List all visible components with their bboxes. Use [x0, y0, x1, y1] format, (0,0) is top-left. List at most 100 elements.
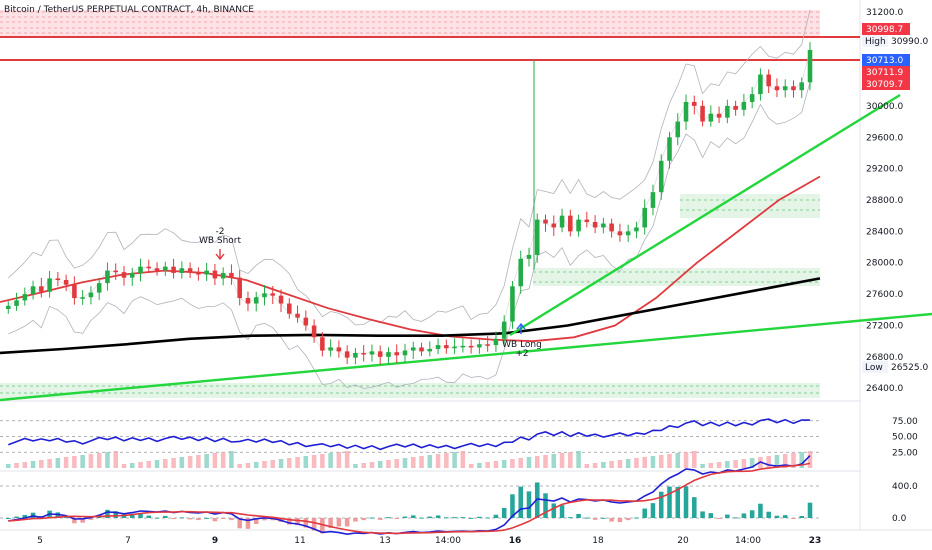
candle[interactable] — [179, 268, 185, 273]
candle[interactable] — [782, 86, 788, 91]
candle[interactable] — [568, 215, 573, 232]
candle[interactable] — [328, 347, 333, 351]
candle[interactable] — [113, 270, 118, 273]
candle[interactable] — [30, 286, 36, 295]
candle[interactable] — [253, 297, 259, 304]
candle[interactable] — [377, 351, 383, 357]
candle[interactable] — [154, 268, 160, 271]
candle[interactable] — [270, 293, 276, 296]
candle[interactable] — [634, 227, 639, 232]
candle[interactable] — [320, 337, 325, 351]
candle[interactable] — [6, 305, 11, 310]
candle[interactable] — [435, 345, 441, 350]
candle[interactable] — [212, 270, 218, 279]
candle[interactable] — [80, 297, 85, 299]
candle[interactable] — [493, 338, 499, 346]
candle[interactable] — [303, 317, 309, 326]
candle[interactable] — [716, 113, 722, 118]
candle[interactable] — [105, 270, 110, 284]
candle[interactable] — [237, 277, 242, 299]
candle[interactable] — [807, 49, 813, 83]
candle[interactable] — [121, 272, 127, 278]
candle[interactable] — [163, 266, 168, 271]
candle[interactable] — [584, 219, 590, 222]
candle[interactable] — [171, 266, 176, 273]
candle[interactable] — [675, 121, 681, 138]
candle[interactable] — [229, 272, 234, 278]
candle[interactable] — [650, 192, 656, 208]
candle[interactable] — [625, 231, 631, 236]
candle[interactable] — [518, 258, 523, 287]
candle[interactable] — [683, 101, 689, 122]
candle[interactable] — [72, 284, 77, 299]
candle[interactable] — [386, 352, 391, 357]
candle[interactable] — [39, 286, 44, 292]
candle[interactable] — [658, 160, 664, 193]
candle[interactable] — [187, 268, 193, 273]
candle[interactable] — [419, 347, 424, 352]
candle[interactable] — [692, 101, 697, 106]
price-tag-box — [862, 54, 910, 66]
candle[interactable] — [601, 223, 606, 228]
candle[interactable] — [336, 347, 342, 352]
candle[interactable] — [196, 272, 201, 275]
candle[interactable] — [617, 231, 623, 236]
candle[interactable] — [468, 345, 474, 348]
candle[interactable] — [774, 86, 780, 91]
candle[interactable] — [667, 137, 672, 161]
candle[interactable] — [700, 105, 705, 122]
candle[interactable] — [344, 351, 350, 358]
candle[interactable] — [460, 345, 466, 348]
candle[interactable] — [543, 219, 548, 224]
candle[interactable] — [311, 325, 317, 338]
candle[interactable] — [741, 101, 747, 110]
candle[interactable] — [733, 105, 738, 110]
candle[interactable] — [63, 280, 69, 285]
candle[interactable] — [551, 223, 557, 228]
candle[interactable] — [559, 215, 565, 228]
candle[interactable] — [14, 300, 19, 306]
candle[interactable] — [361, 352, 366, 355]
candle[interactable] — [766, 74, 771, 87]
candle[interactable] — [278, 295, 284, 304]
candle[interactable] — [642, 207, 647, 228]
candle[interactable] — [88, 292, 94, 298]
candle[interactable] — [220, 272, 226, 279]
candle[interactable] — [749, 94, 755, 102]
candle[interactable] — [791, 86, 796, 91]
candle[interactable] — [758, 74, 763, 95]
candle[interactable] — [245, 298, 251, 304]
candle[interactable] — [204, 270, 209, 275]
candle[interactable] — [369, 351, 375, 355]
candle[interactable] — [592, 221, 598, 228]
candle[interactable] — [452, 346, 457, 349]
candle[interactable] — [129, 272, 135, 278]
candle[interactable] — [427, 349, 433, 352]
candle[interactable] — [485, 344, 490, 346]
candle[interactable] — [799, 82, 805, 91]
candle[interactable] — [295, 313, 300, 318]
candle[interactable] — [138, 266, 143, 273]
candle[interactable] — [526, 254, 532, 259]
candle[interactable] — [411, 347, 416, 351]
candle[interactable] — [501, 321, 507, 339]
candle[interactable] — [146, 266, 152, 269]
candle[interactable] — [534, 219, 540, 255]
candle[interactable] — [576, 219, 581, 232]
candle[interactable] — [96, 283, 102, 293]
candle[interactable] — [55, 278, 61, 280]
candle[interactable] — [444, 345, 449, 349]
candle[interactable] — [725, 105, 730, 118]
candle[interactable] — [47, 278, 52, 292]
candle[interactable] — [708, 113, 714, 122]
candle[interactable] — [510, 286, 515, 322]
candle[interactable] — [477, 344, 482, 348]
candle[interactable] — [394, 352, 400, 356]
candle[interactable] — [22, 294, 28, 301]
candle[interactable] — [609, 223, 614, 232]
candle[interactable] — [353, 352, 358, 358]
candle[interactable] — [402, 350, 408, 356]
candle[interactable] — [262, 293, 267, 298]
candle[interactable] — [287, 303, 292, 314]
